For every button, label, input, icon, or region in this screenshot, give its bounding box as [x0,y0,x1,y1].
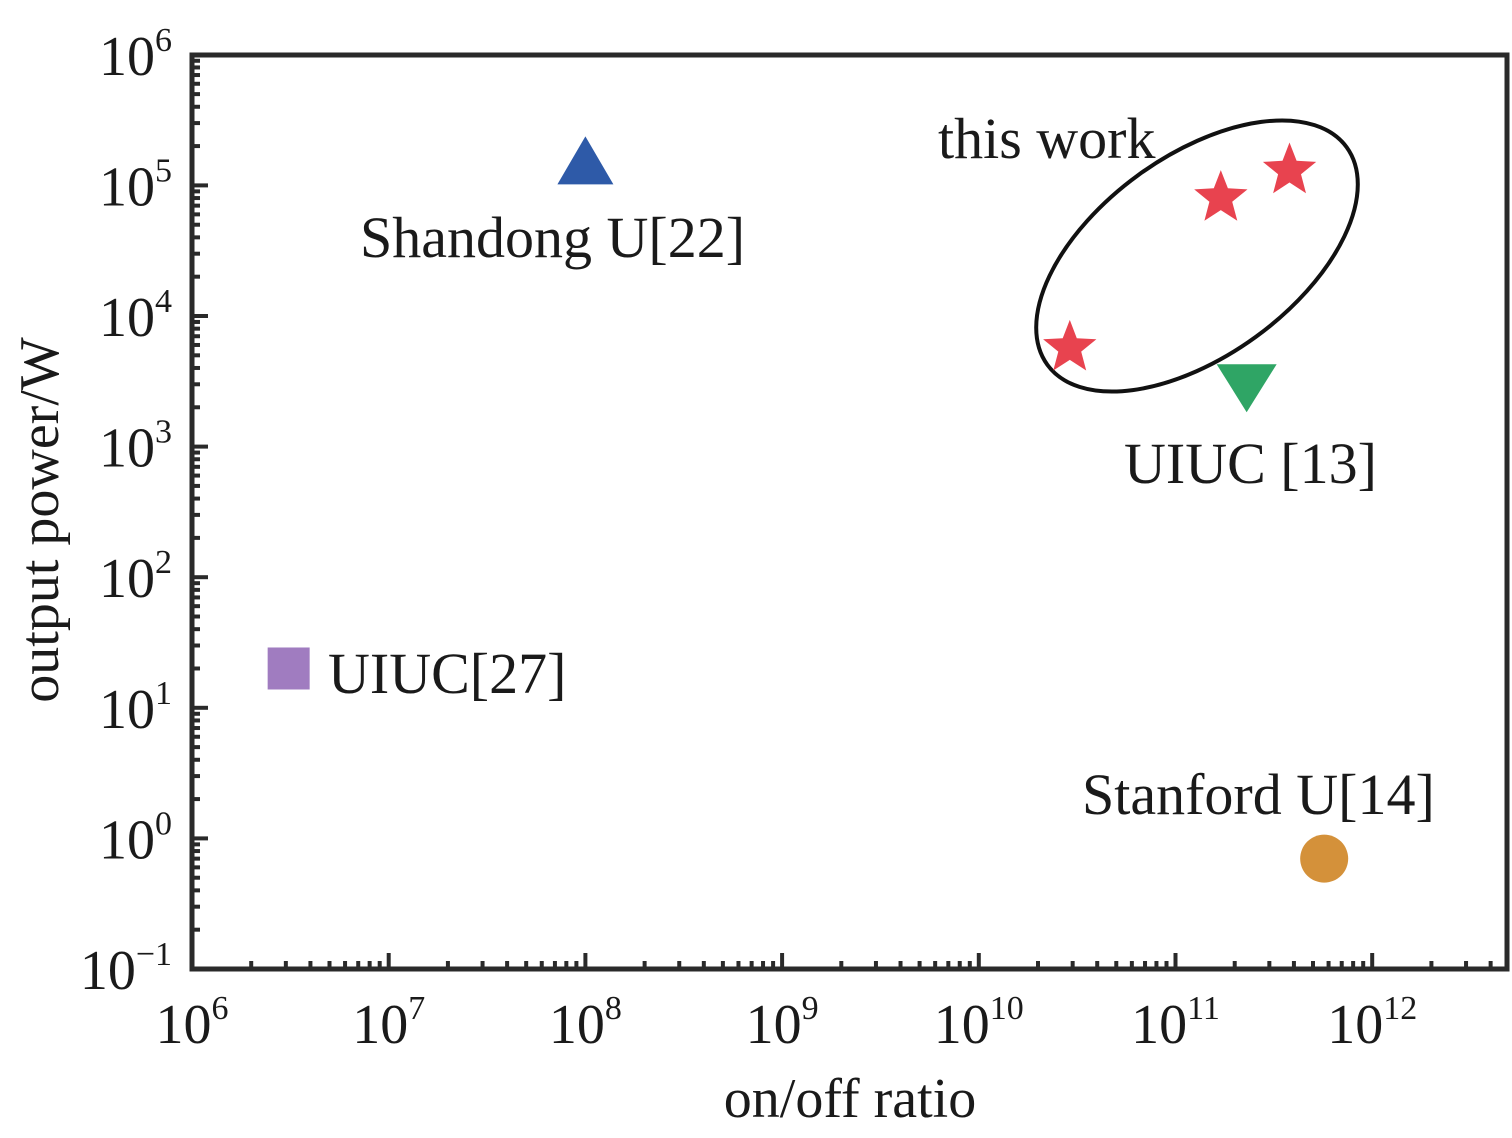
point-uiuc-13 [1216,364,1277,413]
plot-frame [189,52,1510,972]
y-tick-label: 10−1 [80,936,172,1002]
axis-ticks [190,58,1493,971]
x-axis-title: on/off ratio [724,1068,976,1130]
x-tick-label: 106 [156,990,229,1056]
y-tick-label: 106 [99,22,172,88]
y-tick-label: 105 [99,152,172,218]
point-this-work [1043,319,1097,371]
label-this-work: this work [938,106,1156,171]
y-tick-label: 102 [99,544,172,610]
point-this-work [1262,142,1317,194]
label-shandong-u22: Shandong U[22] [360,205,745,270]
x-tick-label: 107 [352,990,425,1056]
y-axis-title: output power/W [9,337,71,703]
y-tick-label: 104 [99,283,172,349]
this-work-group-ellipse [1034,118,1360,394]
x-tick-label: 1012 [1327,990,1417,1056]
point-this-work [1194,170,1248,221]
y-tick-label: 103 [99,414,172,480]
label-uiuc-13: UIUC [13] [1124,431,1377,496]
x-tick-label: 108 [549,990,622,1056]
data-points [267,136,1349,883]
point-shandong-u-22 [557,136,614,185]
point-stanford-u-14 [1300,834,1349,883]
label-uiuc-27: UIUC[27] [328,641,566,706]
y-tick-labels: 10−1 100 101 102 103 104 105 106 [80,22,172,1002]
y-tick-label: 100 [99,805,172,871]
y-tick-label: 101 [99,675,172,741]
point-uiuc-27 [267,647,310,690]
x-tick-label: 1010 [934,990,1024,1056]
x-tick-labels: 106 107 108 109 1010 1011 1012 [156,990,1418,1056]
x-tick-label: 1011 [1131,990,1220,1056]
label-stanford-u14: Stanford U[14] [1082,762,1435,827]
x-tick-label: 109 [746,990,819,1056]
